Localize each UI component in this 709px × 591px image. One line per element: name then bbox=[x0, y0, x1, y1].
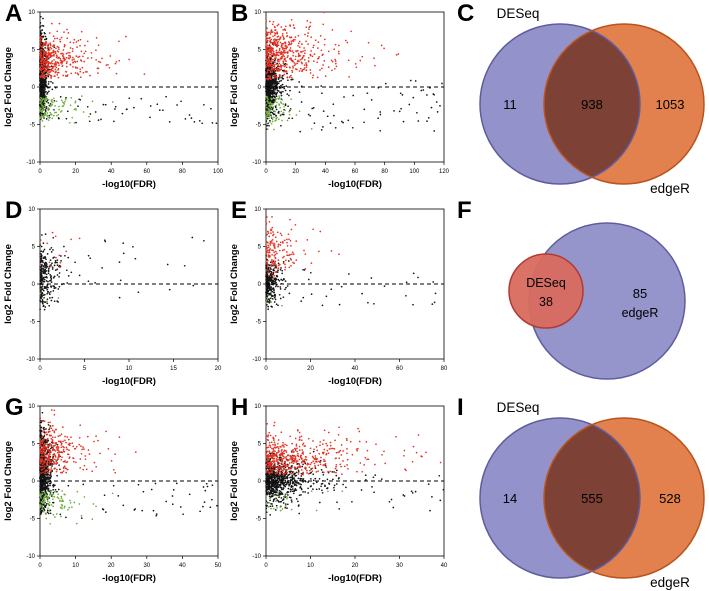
svg-text:0: 0 bbox=[38, 169, 42, 175]
svg-text:60: 60 bbox=[396, 366, 403, 372]
svg-text:40: 40 bbox=[352, 366, 359, 372]
svg-text:80: 80 bbox=[441, 366, 448, 372]
svg-text:10: 10 bbox=[72, 563, 79, 569]
panel-b: B 0 20 40 60 80 100 120 -10 -5 0 5 10 -log10(FDR) log… bbox=[226, 0, 452, 197]
svg-text:5: 5 bbox=[32, 245, 36, 251]
panel-a: A 0 20 40 60 80 100 -10 -5 0 5 10 -log10(FDR) log2 F… bbox=[0, 0, 226, 197]
svg-text:0: 0 bbox=[32, 479, 36, 485]
svg-text:-5: -5 bbox=[256, 123, 262, 129]
panel-letter-e: E bbox=[231, 197, 248, 224]
svg-text:0: 0 bbox=[264, 169, 268, 175]
svg-text:edgeR: edgeR bbox=[650, 181, 690, 196]
svg-text:40: 40 bbox=[108, 169, 115, 175]
svg-text:0: 0 bbox=[32, 85, 36, 91]
svg-text:60: 60 bbox=[352, 169, 359, 175]
svg-text:40: 40 bbox=[179, 563, 186, 569]
scatter-plot-a: 0 20 40 60 80 100 -10 -5 0 5 10 -log10(FDR) log2 Fol… bbox=[3, 10, 224, 190]
svg-text:0: 0 bbox=[32, 282, 36, 288]
panel-g: G 0 10 20 30 40 50 -10 -5 0 5 10 -log10(FDR) log2 Fo… bbox=[0, 394, 226, 591]
svg-text:DESeq: DESeq bbox=[497, 6, 540, 21]
svg-text:5: 5 bbox=[32, 442, 36, 448]
panel-letter-g: G bbox=[5, 394, 24, 421]
svg-text:10: 10 bbox=[126, 366, 133, 372]
svg-text:10: 10 bbox=[28, 10, 35, 16]
svg-text:50: 50 bbox=[215, 563, 222, 569]
svg-text:60: 60 bbox=[143, 169, 150, 175]
svg-text:-log10(FDR): -log10(FDR) bbox=[328, 179, 382, 190]
svg-text:-log10(FDR): -log10(FDR) bbox=[328, 376, 382, 387]
panel-e: E 0 20 40 60 80 -10 -5 0 5 10 -log10(FDR) log2 Fold… bbox=[226, 197, 452, 394]
svg-text:5: 5 bbox=[258, 245, 262, 251]
svg-text:20: 20 bbox=[72, 169, 79, 175]
svg-text:5: 5 bbox=[258, 48, 262, 54]
svg-text:-10: -10 bbox=[26, 554, 35, 560]
svg-text:30: 30 bbox=[143, 563, 150, 569]
svg-text:938: 938 bbox=[581, 97, 603, 112]
svg-text:0: 0 bbox=[258, 85, 262, 91]
svg-text:80: 80 bbox=[381, 169, 388, 175]
svg-text:-5: -5 bbox=[30, 320, 36, 326]
panel-letter-f: F bbox=[457, 197, 472, 224]
svg-text:log2 Fold Change: log2 Fold Change bbox=[229, 244, 240, 324]
svg-text:10: 10 bbox=[254, 207, 261, 213]
svg-text:20: 20 bbox=[108, 563, 115, 569]
svg-text:0: 0 bbox=[264, 366, 268, 372]
svg-text:40: 40 bbox=[322, 169, 329, 175]
svg-text:0: 0 bbox=[38, 563, 42, 569]
svg-text:-log10(FDR): -log10(FDR) bbox=[102, 376, 156, 387]
svg-text:5: 5 bbox=[32, 48, 36, 54]
svg-text:10: 10 bbox=[28, 404, 35, 410]
svg-text:120: 120 bbox=[439, 169, 450, 175]
scatter-plot-d: 0 5 10 15 20 -10 -5 0 5 10 -log10(FDR) log2 Fold Ch… bbox=[3, 207, 222, 387]
panel-h: H 0 10 20 30 40 -10 -5 0 5 10 -log10(FDR) log2 Fold… bbox=[226, 394, 452, 591]
svg-text:100: 100 bbox=[409, 169, 420, 175]
svg-text:-10: -10 bbox=[252, 160, 261, 166]
svg-text:20: 20 bbox=[215, 366, 222, 372]
svg-text:10: 10 bbox=[254, 10, 261, 16]
svg-text:5: 5 bbox=[83, 366, 87, 372]
svg-text:15: 15 bbox=[170, 366, 177, 372]
venn-diagram-c: 11 938 1053 DESeq edgeR bbox=[479, 6, 705, 196]
svg-text:-5: -5 bbox=[30, 123, 36, 129]
svg-text:-log10(FDR): -log10(FDR) bbox=[102, 179, 156, 190]
venn-diagram-f: DESeq 38 85 edgeR bbox=[508, 222, 686, 380]
svg-text:log2 Fold Change: log2 Fold Change bbox=[229, 47, 240, 127]
panel-letter-d: D bbox=[5, 197, 23, 224]
svg-text:85: 85 bbox=[633, 286, 647, 301]
panel-letter-b: B bbox=[231, 0, 249, 27]
svg-text:100: 100 bbox=[213, 169, 224, 175]
panel-c: C 11 938 1053 DESeq edgeR bbox=[452, 0, 709, 197]
svg-text:1053: 1053 bbox=[656, 97, 685, 112]
svg-text:0: 0 bbox=[38, 366, 42, 372]
svg-text:log2 Fold Change: log2 Fold Change bbox=[3, 244, 14, 324]
svg-text:log2 Fold Change: log2 Fold Change bbox=[3, 47, 14, 127]
svg-text:0: 0 bbox=[258, 282, 262, 288]
svg-text:20: 20 bbox=[292, 169, 299, 175]
panel-letter-i: I bbox=[457, 394, 464, 421]
svg-text:20: 20 bbox=[307, 366, 314, 372]
svg-text:11: 11 bbox=[503, 97, 517, 112]
panel-letter-h: H bbox=[231, 394, 249, 421]
svg-text:38: 38 bbox=[539, 295, 553, 309]
svg-text:10: 10 bbox=[28, 207, 35, 213]
svg-text:edgeR: edgeR bbox=[622, 306, 659, 320]
svg-text:-10: -10 bbox=[252, 357, 261, 363]
scatter-plot-e: 0 20 40 60 80 -10 -5 0 5 10 -log10(FDR) log2 Fold C… bbox=[229, 207, 448, 387]
panel-i: I 14 555 528 DESeq edgeR bbox=[452, 394, 709, 591]
panel-letter-a: A bbox=[5, 0, 23, 27]
svg-text:-5: -5 bbox=[30, 517, 36, 523]
panel-f: F DESeq 38 85 edgeR bbox=[452, 197, 709, 394]
svg-text:-5: -5 bbox=[256, 320, 262, 326]
svg-text:DESeq: DESeq bbox=[526, 276, 566, 290]
svg-text:-10: -10 bbox=[26, 160, 35, 166]
svg-text:-10: -10 bbox=[26, 357, 35, 363]
panel-d: D 0 5 10 15 20 -10 -5 0 5 10 -log10(FDR) log2 Fold … bbox=[0, 197, 226, 394]
scatter-plot-b: 0 20 40 60 80 100 120 -10 -5 0 5 10 -log10(FDR) log2 … bbox=[229, 10, 450, 190]
panel-letter-c: C bbox=[457, 0, 475, 27]
svg-text:80: 80 bbox=[179, 169, 186, 175]
